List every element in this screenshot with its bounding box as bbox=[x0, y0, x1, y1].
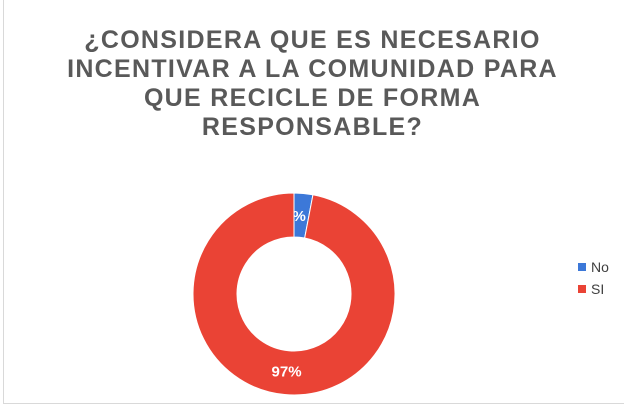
donut-slice-si bbox=[192, 192, 396, 396]
data-label-si: 97% bbox=[272, 364, 302, 381]
legend-swatch-no bbox=[578, 263, 586, 271]
legend-item-no: No bbox=[578, 256, 609, 278]
legend-item-si: SI bbox=[578, 278, 609, 300]
legend-swatch-si bbox=[578, 285, 586, 293]
chart-frame bbox=[3, 0, 624, 404]
chart-legend: No SI bbox=[578, 256, 609, 300]
chart-title: ¿CONSIDERA QUE ES NECESARIO INCENTIVAR A… bbox=[67, 26, 558, 141]
legend-label-no: No bbox=[591, 259, 609, 275]
legend-label-si: SI bbox=[591, 281, 605, 297]
